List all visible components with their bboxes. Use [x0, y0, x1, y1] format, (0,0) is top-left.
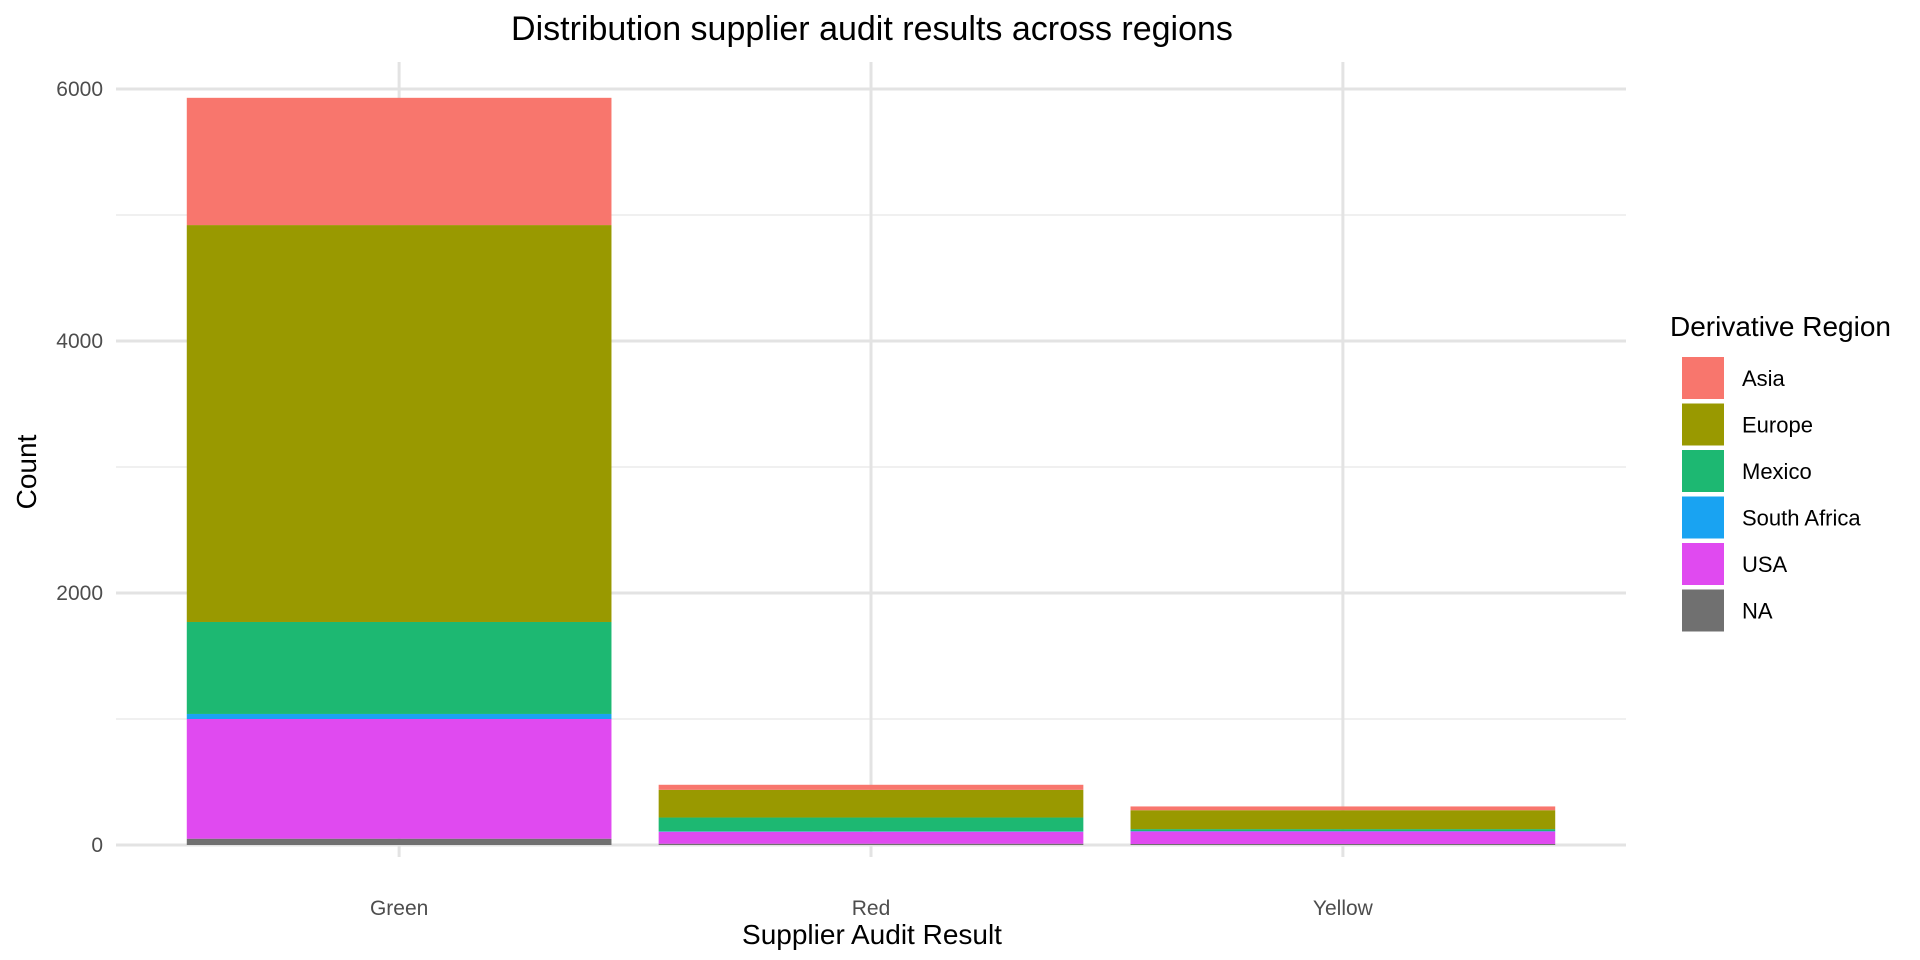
legend-key-europe: [1682, 403, 1724, 446]
legend-key-south-africa: [1682, 496, 1724, 539]
legend-key-na: [1682, 589, 1724, 632]
legend-key-usa: [1682, 543, 1724, 585]
legend-items: Asia Europe Mexico South Africa USA NA: [1682, 357, 1861, 632]
y-tick-label: 4000: [56, 330, 103, 353]
y-axis-title: Count: [11, 434, 42, 509]
legend-label: NA: [1742, 599, 1773, 624]
chart-title: Distribution supplier audit results acro…: [511, 10, 1233, 48]
bar-green-south-africa: [186, 713, 612, 719]
bar-yellow-mexico: [1130, 829, 1556, 832]
bar-red-na: [658, 843, 1084, 845]
legend-label: South Africa: [1742, 506, 1861, 531]
bar-green-na: [186, 838, 612, 845]
legend-label: Europe: [1742, 413, 1813, 438]
x-tick-label: Yellow: [1313, 897, 1374, 920]
bars: [186, 97, 1556, 845]
y-tick-label: 6000: [56, 78, 103, 101]
bar-yellow-europe: [1130, 810, 1556, 830]
x-tick-label: Red: [852, 897, 891, 920]
bar-green-mexico: [186, 621, 612, 714]
bar-green-europe: [186, 225, 612, 622]
bar-green-asia: [186, 97, 612, 226]
bar-red-mexico: [658, 817, 1084, 832]
legend-label: Asia: [1742, 366, 1786, 391]
legend: Derivative Region Asia Europe Mexico South …: [1670, 311, 1891, 632]
legend-title: Derivative Region: [1670, 311, 1891, 342]
bar-red-asia: [658, 784, 1084, 790]
bar-yellow-na: [1130, 843, 1556, 845]
legend-label: USA: [1742, 552, 1788, 577]
x-tick-label: Green: [370, 897, 428, 920]
legend-key-mexico: [1682, 450, 1724, 492]
bar-red-usa: [658, 831, 1084, 844]
bar-yellow-asia: [1130, 806, 1556, 811]
bar-red-europe: [658, 789, 1084, 818]
x-axis-ticks: Green Red Yellow: [370, 897, 1374, 920]
y-tick-label: 2000: [56, 582, 103, 605]
legend-label: Mexico: [1742, 459, 1812, 484]
bar-green-usa: [186, 719, 612, 839]
y-axis-ticks: 0 2000 4000 6000: [56, 78, 103, 857]
y-tick-label: 0: [91, 834, 103, 857]
bar-yellow-usa: [1130, 831, 1556, 844]
legend-key-asia: [1682, 357, 1724, 399]
x-axis-title: Supplier Audit Result: [742, 919, 1002, 950]
